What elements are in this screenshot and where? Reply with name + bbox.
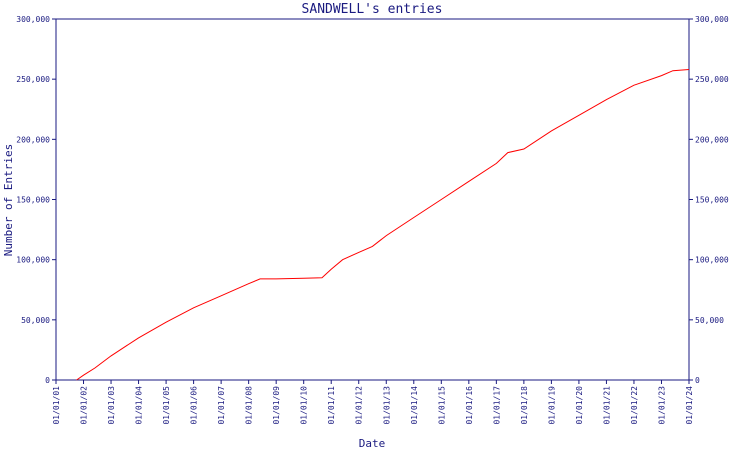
- chart-title: SANDWELL's entries: [302, 2, 443, 17]
- x-tick-label: 01/01/13: [382, 386, 391, 425]
- y-tick-label-left: 250,000: [16, 75, 50, 84]
- y-tick-label-left: 150,000: [16, 196, 50, 205]
- y-tick-label-left: 200,000: [16, 135, 50, 144]
- ticks-layer: 0 0 50,000 50,000 100,000 100,000 150,000 150,0…: [16, 15, 729, 425]
- y-tick-label-right: 100,000: [695, 256, 729, 265]
- x-tick-label: 01/01/15: [437, 386, 446, 425]
- x-tick-label: 01/01/20: [575, 386, 584, 425]
- x-tick-label: 01/01/22: [630, 386, 639, 425]
- plot-frame: [55, 18, 690, 381]
- x-tick-label: 01/01/21: [602, 386, 611, 425]
- x-tick-label: 01/01/08: [245, 386, 254, 425]
- series-layer: [76, 69, 690, 381]
- x-tick-label: 01/01/17: [492, 386, 501, 425]
- x-tick-label: 01/01/05: [162, 386, 171, 425]
- y-tick-label-left: 0: [45, 376, 50, 385]
- x-tick-label: 01/01/19: [547, 386, 556, 425]
- y-tick-label-left: 50,000: [21, 316, 50, 325]
- y-tick-label-right: 250,000: [695, 75, 729, 84]
- y-tick-label-right: 300,000: [695, 15, 729, 24]
- y-tick-label-left: 100,000: [16, 256, 50, 265]
- y-axis-title: Number of Entries: [2, 144, 15, 257]
- x-tick-label: 01/01/03: [107, 386, 116, 425]
- x-tick-label: 01/01/07: [217, 386, 226, 425]
- y-tick-label-left: 300,000: [16, 15, 50, 24]
- x-axis-title: Date: [359, 437, 386, 450]
- series-line: [76, 69, 690, 381]
- x-tick-label: 01/01/01: [52, 386, 61, 425]
- x-tick-label: 01/01/06: [190, 386, 199, 425]
- x-tick-label: 01/01/24: [685, 386, 694, 425]
- x-tick-label: 01/01/18: [520, 386, 529, 425]
- y-tick-label-right: 200,000: [695, 135, 729, 144]
- y-tick-label-right: 50,000: [695, 316, 724, 325]
- x-tick-label: 01/01/04: [135, 386, 144, 425]
- x-tick-label: 01/01/09: [272, 386, 281, 425]
- x-tick-label: 01/01/02: [80, 386, 89, 425]
- x-tick-label: 01/01/23: [657, 386, 666, 425]
- x-tick-label: 01/01/16: [465, 386, 474, 425]
- y-tick-label-right: 0: [695, 376, 700, 385]
- x-tick-label: 01/01/12: [355, 386, 364, 425]
- y-tick-label-right: 150,000: [695, 196, 729, 205]
- x-tick-label: 01/01/14: [410, 386, 419, 425]
- x-tick-label: 01/01/10: [300, 386, 309, 425]
- x-tick-label: 01/01/11: [327, 386, 336, 425]
